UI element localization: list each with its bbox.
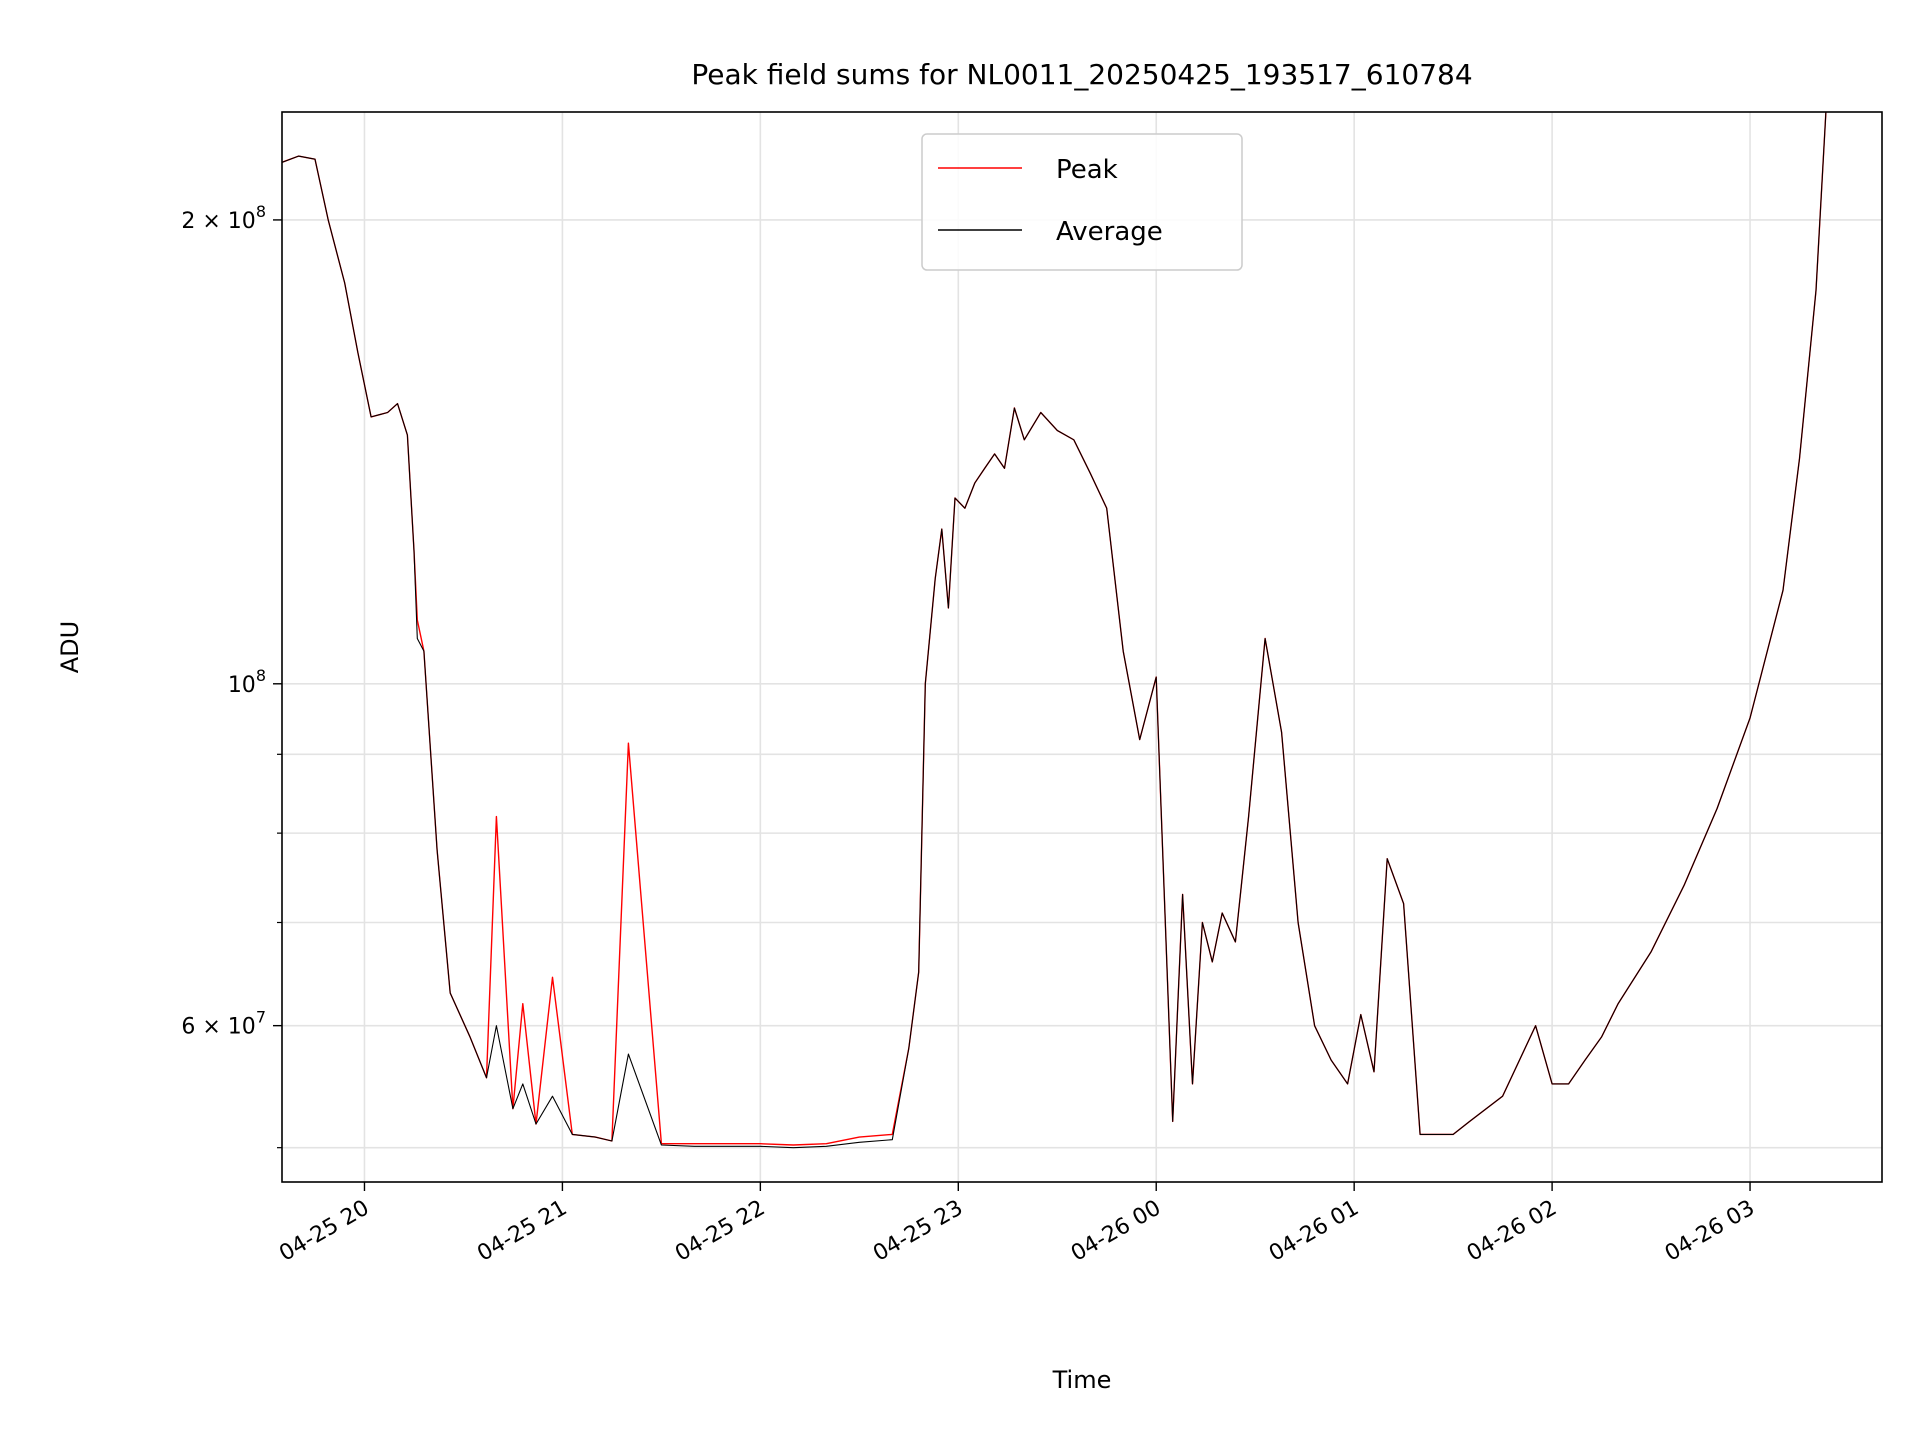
legend-label-average: Average bbox=[1056, 217, 1163, 247]
plot-lines bbox=[282, 112, 1827, 1149]
y-axis-title: ADU bbox=[56, 621, 84, 673]
x-axis-title: Time bbox=[1052, 1366, 1112, 1394]
chart-title: Peak field sums for NL0011_20250425_1935… bbox=[691, 58, 1472, 91]
y-tick-label: 108 bbox=[228, 666, 266, 698]
legend: Peak Average bbox=[921, 133, 1243, 271]
y-tick-label: 6 × 107 bbox=[181, 1008, 266, 1040]
y-tick-label: 2 × 108 bbox=[181, 202, 266, 234]
grid-lines bbox=[282, 112, 1882, 1182]
series-line-average bbox=[282, 112, 1827, 1149]
plot-frame bbox=[281, 111, 1883, 1183]
y-axis: 2 × 108 108 6 × 107 bbox=[181, 202, 282, 1149]
legend-label-peak: Peak bbox=[1056, 155, 1118, 185]
